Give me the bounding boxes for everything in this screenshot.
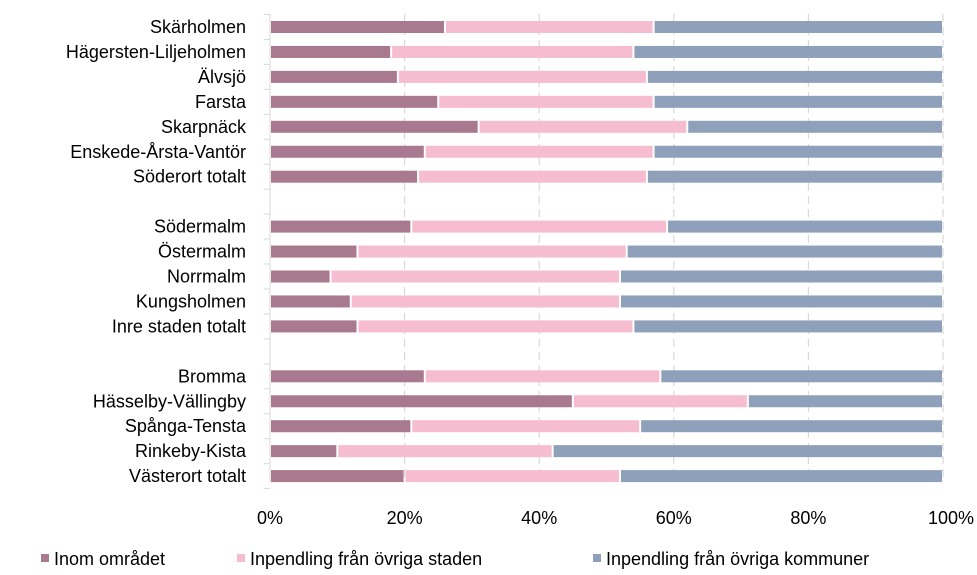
bar-segment bbox=[271, 170, 418, 183]
bar-segment bbox=[331, 270, 619, 283]
legend-label: Inpendling från övriga kommuner bbox=[606, 549, 869, 569]
category-label: Skärholmen bbox=[150, 17, 246, 37]
category-labels: Skärholmen Hägersten-Liljeholmen Älvsjö Far… bbox=[66, 17, 247, 486]
bar-segment bbox=[271, 295, 350, 308]
bar-segment bbox=[553, 445, 942, 458]
bar-segment bbox=[271, 320, 357, 333]
bar-segment bbox=[668, 220, 942, 233]
bar-segment bbox=[748, 395, 942, 408]
bar-segment bbox=[654, 145, 942, 158]
category-label: Farsta bbox=[195, 92, 247, 112]
bar-segment bbox=[405, 470, 619, 483]
bar-segment bbox=[634, 320, 942, 333]
bar-segment bbox=[688, 120, 942, 133]
bar-segment bbox=[271, 70, 397, 83]
bar-segment bbox=[445, 21, 653, 33]
bar-segment bbox=[338, 445, 552, 458]
category-label: Hägersten-Liljeholmen bbox=[66, 42, 246, 62]
bar-segment bbox=[627, 245, 942, 258]
bar-segment bbox=[654, 21, 942, 33]
category-label: Skarpnäck bbox=[161, 117, 247, 137]
bar-segment bbox=[479, 120, 687, 133]
bar-segment bbox=[425, 370, 660, 383]
bar-segment bbox=[412, 420, 640, 433]
bar-segment bbox=[419, 170, 646, 183]
category-label: Inre staden totalt bbox=[112, 316, 246, 336]
bar-segment bbox=[641, 420, 942, 433]
bar-segment bbox=[271, 45, 391, 58]
bar-segment bbox=[620, 295, 942, 308]
x-tick-label: 40% bbox=[521, 508, 557, 528]
bar-segment bbox=[271, 395, 572, 408]
category-label: Östermalm bbox=[158, 242, 246, 262]
bar-segment bbox=[647, 170, 942, 183]
bar-segment bbox=[271, 120, 478, 133]
bar-segment bbox=[398, 70, 646, 83]
bar-segment bbox=[620, 470, 942, 483]
bar-segment bbox=[271, 420, 411, 433]
bar-segment bbox=[412, 220, 667, 233]
legend-swatch bbox=[237, 554, 245, 562]
bar-segment bbox=[271, 370, 424, 383]
bar-segment bbox=[620, 270, 942, 283]
category-label: Enskede-Årsta-Vantör bbox=[70, 142, 246, 162]
bar-segment bbox=[271, 245, 357, 258]
category-label: Bromma bbox=[178, 366, 247, 386]
x-tick-label: 0% bbox=[257, 508, 283, 528]
bar-segment bbox=[271, 270, 330, 283]
bar-segment bbox=[358, 245, 626, 258]
category-label: Älvsjö bbox=[198, 67, 246, 87]
legend-label: Inom området bbox=[54, 549, 165, 569]
bar-segment bbox=[661, 370, 942, 383]
bar-segment bbox=[425, 145, 653, 158]
bar-segment bbox=[358, 320, 633, 333]
legend-label: Inpendling från övriga staden bbox=[250, 549, 482, 569]
category-axis bbox=[264, 14, 271, 490]
x-tick-label: 100% bbox=[928, 508, 974, 528]
category-label: Spånga-Tensta bbox=[125, 416, 247, 436]
bar-segment bbox=[392, 45, 633, 58]
category-label: Västerort totalt bbox=[129, 466, 246, 486]
bar-segment bbox=[573, 395, 747, 408]
bar-segment bbox=[271, 220, 411, 233]
bar-segment bbox=[647, 70, 942, 83]
legend: Inom området Inpendling från övriga stade… bbox=[41, 549, 869, 569]
category-label: Rinkeby-Kista bbox=[135, 441, 247, 461]
category-label: Södermalm bbox=[154, 217, 246, 237]
bar-segment bbox=[654, 95, 942, 108]
bar-segment bbox=[271, 445, 337, 458]
category-label: Hässelby-Vällingby bbox=[93, 391, 246, 411]
x-tick-label: 80% bbox=[790, 508, 826, 528]
bar-segment bbox=[439, 95, 653, 108]
bar-segment bbox=[634, 45, 942, 58]
legend-swatch bbox=[41, 554, 49, 562]
bar-series bbox=[271, 21, 942, 483]
bar-segment bbox=[351, 295, 619, 308]
category-label: Norrmalm bbox=[167, 267, 246, 287]
x-tick-labels: 0% 20% 40% 60% 80% 100% bbox=[257, 508, 974, 528]
legend-swatch bbox=[593, 554, 601, 562]
category-label: Söderort totalt bbox=[133, 167, 246, 187]
bar-segment bbox=[271, 470, 404, 483]
x-tick-label: 20% bbox=[387, 508, 423, 528]
x-tick-label: 60% bbox=[656, 508, 692, 528]
category-label: Kungsholmen bbox=[136, 291, 246, 311]
bar-segment bbox=[271, 95, 438, 108]
bar-segment bbox=[271, 145, 424, 158]
bar-segment bbox=[271, 21, 444, 33]
